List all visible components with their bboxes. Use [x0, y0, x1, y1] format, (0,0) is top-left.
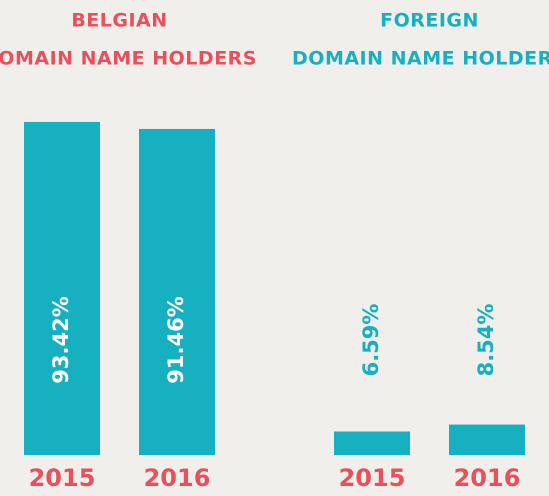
category-label: 2016 [454, 464, 521, 492]
bar [334, 431, 410, 455]
value-label: 8.54% [474, 304, 498, 377]
category-label: 2015 [339, 464, 406, 492]
chart-title: BELGIAN [71, 10, 167, 32]
category-label: 2016 [144, 464, 211, 492]
value-label: 91.46% [164, 296, 188, 383]
category-label: 2015 [29, 464, 96, 492]
bar [449, 424, 525, 455]
chart-title: DOMAIN NAME HOLDERS [292, 48, 549, 70]
chart-title: FOREIGN [380, 10, 479, 32]
value-label: 93.42% [49, 296, 73, 383]
chart-title: DOMAIN NAME HOLDERS [0, 48, 257, 70]
bar [24, 121, 100, 455]
value-label: 6.59% [359, 304, 383, 377]
bar [139, 128, 215, 455]
